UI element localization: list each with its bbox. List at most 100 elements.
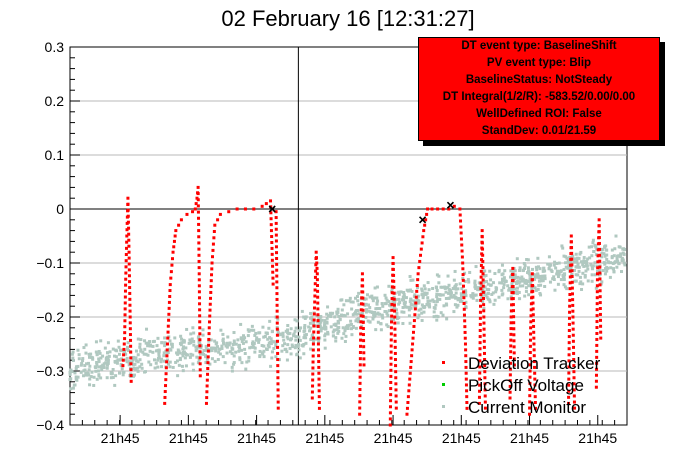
current-monitor-point	[371, 296, 375, 300]
current-monitor-point	[103, 346, 107, 350]
deviation-tracker-point	[411, 330, 415, 334]
current-monitor-point	[157, 352, 161, 356]
current-monitor-point	[286, 337, 290, 341]
deviation-tracker-point	[196, 185, 200, 189]
current-monitor-point	[74, 375, 78, 379]
current-monitor-point	[555, 272, 559, 276]
current-monitor-point	[323, 334, 327, 338]
current-monitor-point	[380, 313, 384, 317]
deviation-tracker-point	[191, 210, 195, 214]
current-monitor-point	[514, 291, 518, 295]
deviation-tracker-point	[424, 218, 428, 222]
current-monitor-point	[590, 264, 594, 268]
deviation-tracker-point	[129, 368, 133, 372]
current-monitor-point	[234, 342, 238, 346]
current-monitor-point	[530, 267, 534, 271]
current-monitor-point	[566, 260, 570, 264]
current-monitor-point	[282, 338, 286, 342]
x-tick-label: 21h45	[442, 430, 481, 446]
current-monitor-point	[81, 359, 85, 363]
current-monitor-point	[441, 313, 445, 317]
current-monitor-point	[286, 324, 290, 328]
current-monitor-point	[115, 361, 119, 365]
current-monitor-point	[595, 269, 599, 273]
current-monitor-point	[497, 295, 501, 299]
current-monitor-point	[156, 336, 160, 340]
current-monitor-point	[304, 315, 308, 319]
deviation-tracker-point	[481, 290, 485, 294]
deviation-tracker-point	[567, 389, 571, 393]
deviation-tracker-point	[483, 382, 487, 386]
deviation-tracker-point	[572, 364, 576, 368]
deviation-tracker-point	[568, 269, 572, 273]
current-monitor-point	[230, 365, 234, 369]
current-monitor-point	[518, 268, 522, 272]
current-monitor-point	[441, 285, 445, 289]
deviation-tracker-point	[127, 226, 131, 230]
current-monitor-point	[170, 345, 174, 349]
current-monitor-point	[97, 349, 101, 353]
deviation-tracker-point	[479, 304, 483, 308]
deviation-tracker-point	[275, 274, 279, 278]
deviation-tracker-point	[311, 354, 315, 358]
current-monitor-point	[335, 310, 339, 314]
current-monitor-point	[374, 328, 378, 332]
current-monitor-point	[188, 338, 192, 342]
deviation-tracker-point	[532, 336, 536, 340]
info-line-dt-event-type: DT event type: BaselineShift	[461, 40, 617, 52]
deviation-tracker-point	[170, 257, 174, 261]
current-monitor-point	[120, 367, 124, 371]
deviation-tracker-point	[361, 308, 365, 312]
deviation-tracker-point	[166, 336, 170, 340]
current-monitor-point	[270, 339, 274, 343]
deviation-tracker-point	[208, 314, 212, 318]
deviation-tracker-point	[597, 230, 601, 234]
current-monitor-point	[441, 293, 445, 297]
current-monitor-point	[105, 366, 109, 370]
current-monitor-point	[106, 341, 110, 345]
current-monitor-point	[294, 338, 298, 342]
current-monitor-point	[255, 336, 259, 340]
current-monitor-point	[591, 238, 595, 242]
deviation-tracker-point	[528, 406, 532, 410]
current-monitor-point	[184, 353, 188, 357]
deviation-tracker-point	[483, 358, 487, 362]
current-monitor-point	[615, 258, 619, 262]
deviation-tracker-point	[359, 344, 363, 348]
current-monitor-point	[454, 283, 458, 287]
deviation-tracker-point	[421, 235, 425, 239]
current-monitor-point	[154, 349, 158, 353]
current-monitor-point	[482, 280, 486, 284]
deviation-tracker-point	[359, 332, 363, 336]
deviation-tracker-point	[411, 336, 415, 340]
current-monitor-point	[497, 270, 501, 274]
deviation-tracker-point	[393, 345, 397, 349]
current-monitor-point	[563, 272, 567, 276]
deviation-tracker-point	[209, 285, 213, 289]
deviation-tracker-point	[123, 331, 127, 335]
current-monitor-point	[590, 273, 594, 277]
deviation-tracker-point	[121, 358, 125, 362]
current-monitor-point	[381, 316, 385, 320]
deviation-tracker-point	[533, 377, 537, 381]
current-monitor-point	[355, 295, 359, 299]
current-monitor-point	[181, 347, 185, 351]
deviation-tracker-point	[411, 342, 415, 346]
deviation-tracker-point	[458, 213, 462, 217]
deviation-tracker-point	[167, 306, 171, 310]
current-monitor-point	[422, 310, 426, 314]
deviation-tracker-point	[509, 350, 513, 354]
current-monitor-point	[410, 303, 414, 307]
current-monitor-point	[594, 286, 598, 290]
current-monitor-point	[416, 294, 420, 298]
deviation-tracker-point	[479, 287, 483, 291]
deviation-tracker-point	[361, 284, 365, 288]
current-monitor-point	[257, 340, 261, 344]
current-monitor-point	[70, 352, 74, 356]
deviation-tracker-point	[570, 286, 574, 290]
deviation-tracker-point	[595, 296, 599, 300]
deviation-tracker-point	[197, 284, 201, 288]
chart-title: 02 February 16 [12:31:27]	[221, 6, 475, 31]
current-monitor-point	[604, 244, 608, 248]
current-monitor-point	[243, 347, 247, 351]
